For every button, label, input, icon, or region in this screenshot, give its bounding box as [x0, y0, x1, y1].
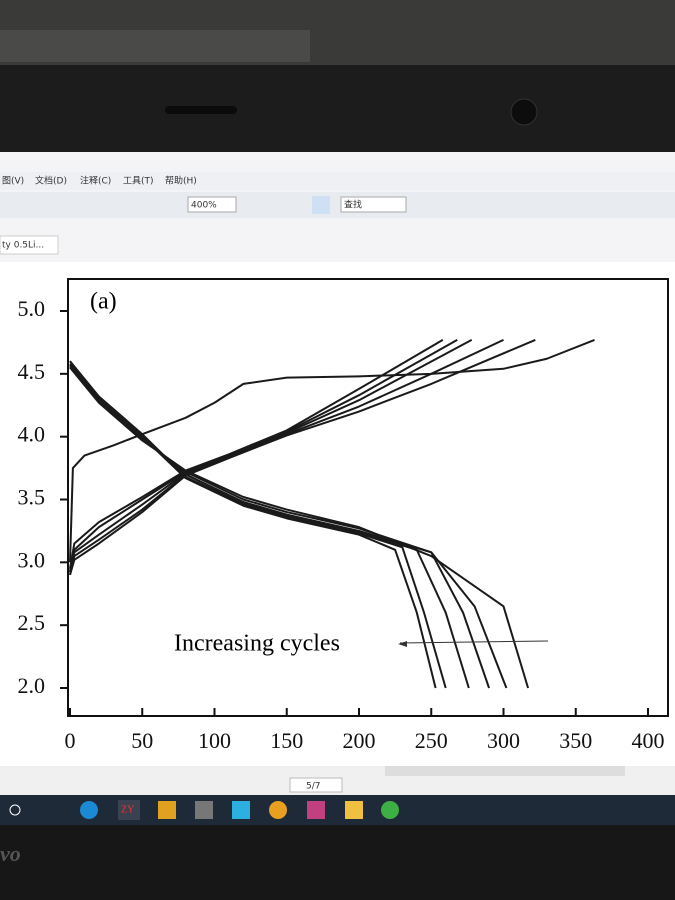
x-tick-label: 250 — [415, 728, 448, 753]
start-icon[interactable] — [9, 804, 21, 816]
x-tick-label: 350 — [559, 728, 592, 753]
annotation: Increasing cycles — [174, 631, 340, 657]
app-icon[interactable] — [307, 801, 325, 819]
app-icon[interactable] — [345, 801, 363, 819]
y-tick-label: 2.5 — [18, 610, 46, 635]
series-line — [69, 339, 473, 573]
series-line — [69, 338, 536, 576]
app-icon[interactable] — [80, 801, 98, 819]
speaker — [165, 106, 237, 114]
search-label: 查找 — [344, 199, 362, 211]
x-tick-label: 0 — [65, 728, 76, 753]
y-tick-label: 3.0 — [18, 547, 46, 572]
menu-item[interactable]: 文档(D) — [35, 175, 67, 187]
tab-title: ty 0.5Li... — [2, 241, 44, 251]
bezel-bottom — [0, 825, 675, 900]
y-tick-label: 2.0 — [18, 673, 46, 698]
menu-item[interactable]: 帮助(H) — [165, 175, 197, 187]
app-icon[interactable] — [118, 800, 140, 820]
plot-frame — [67, 278, 669, 717]
series-line — [69, 360, 437, 689]
page-number: 5/7 — [306, 782, 320, 792]
y-tick-label: 4.5 — [18, 359, 46, 384]
series-line — [69, 338, 595, 563]
tool-button[interactable] — [312, 196, 330, 214]
page-box[interactable] — [289, 777, 343, 793]
bezel — [0, 65, 675, 155]
menu-item[interactable]: 工具(T) — [123, 176, 154, 187]
scrollbar[interactable] — [385, 766, 625, 776]
brand: vo — [0, 841, 21, 866]
x-tick-label: 200 — [343, 728, 376, 753]
y-tick-label: 3.5 — [18, 485, 46, 510]
annotation-arrow — [399, 640, 549, 644]
camera — [510, 98, 538, 126]
background-object — [0, 30, 310, 62]
arrow-head — [398, 641, 407, 647]
panel-label: (a) — [90, 289, 117, 315]
x-tick-label: 100 — [198, 728, 231, 753]
zoom-value: 400% — [191, 201, 217, 211]
zoom-box[interactable] — [187, 196, 237, 213]
series-line — [69, 339, 444, 569]
y-tick-label: 4.0 — [18, 422, 46, 447]
search-box[interactable] — [340, 196, 407, 213]
app-label: ZY — [121, 804, 134, 815]
x-tick-label: 300 — [487, 728, 520, 753]
y-tick-label: 5.0 — [18, 296, 46, 321]
series-line — [69, 365, 508, 689]
x-tick-label: 50 — [131, 728, 153, 753]
tab[interactable] — [0, 235, 59, 255]
document-page — [0, 262, 675, 772]
menu-item[interactable]: 注释(C) — [80, 175, 111, 187]
menu-item[interactable]: 图(V) — [2, 176, 24, 187]
toolbar — [0, 192, 675, 218]
taskbar — [0, 795, 675, 825]
app-icon[interactable] — [158, 801, 176, 819]
app-icon[interactable] — [381, 801, 399, 819]
series-line — [69, 360, 447, 689]
menu-bar — [0, 172, 675, 190]
x-tick-label: 400 — [632, 728, 665, 753]
app-icon[interactable] — [195, 801, 213, 819]
series-line — [69, 339, 458, 572]
app-icon[interactable] — [269, 801, 287, 819]
x-tick-label: 150 — [270, 728, 303, 753]
app-icon[interactable] — [232, 801, 250, 819]
